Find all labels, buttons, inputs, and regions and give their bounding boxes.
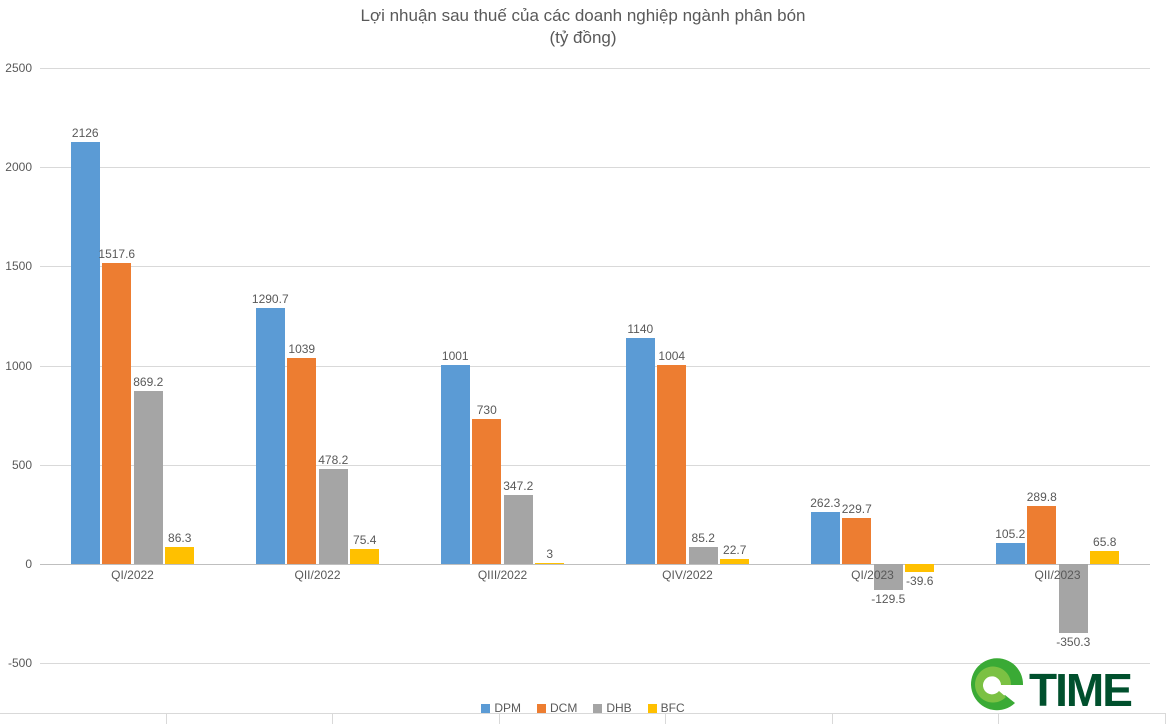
data-label: 2126 xyxy=(72,126,99,140)
bar-DCM-QII/2022 xyxy=(287,358,316,564)
x-tick-label: QIII/2022 xyxy=(478,568,527,582)
plot-area: -5000500100015002000250021261517.6869.28… xyxy=(40,68,1150,663)
data-label: 229.7 xyxy=(842,502,872,516)
gridline xyxy=(40,366,1150,367)
y-tick-label: 2000 xyxy=(5,160,40,174)
chart-title: Lợi nhuận sau thuế của các doanh nghiệp … xyxy=(0,5,1166,49)
y-tick-label: 2500 xyxy=(5,61,40,75)
bar-DCM-QI/2023 xyxy=(842,518,871,564)
bar-DPM-QII/2022 xyxy=(256,308,285,564)
data-label: 347.2 xyxy=(503,479,533,493)
x-tick-label: QIV/2022 xyxy=(662,568,713,582)
x-tick-label: QII/2023 xyxy=(1034,568,1080,582)
data-label: 85.2 xyxy=(692,531,715,545)
bar-DHB-QIV/2022 xyxy=(689,547,718,564)
data-label: 289.8 xyxy=(1027,490,1057,504)
data-label: 1001 xyxy=(442,349,469,363)
bar-BFC-QIII/2022 xyxy=(535,563,564,564)
bar-BFC-QI/2023 xyxy=(905,564,934,572)
data-label: 262.3 xyxy=(810,496,840,510)
data-label: 730 xyxy=(477,403,497,417)
logo-text: TIME xyxy=(1029,664,1131,716)
gridline xyxy=(40,266,1150,267)
x-tick-label: QII/2022 xyxy=(294,568,340,582)
bar-DCM-QII/2023 xyxy=(1027,506,1056,563)
data-label: 1517.6 xyxy=(98,247,135,261)
bar-DHB-QIII/2022 xyxy=(504,495,533,564)
bar-DPM-QI/2022 xyxy=(71,142,100,564)
data-label: 1140 xyxy=(627,322,653,336)
chart-title-line-1: Lợi nhuận sau thuế của các doanh nghiệp … xyxy=(0,5,1166,27)
data-label: 3 xyxy=(546,547,553,561)
legend-swatch xyxy=(648,704,657,713)
data-label: -129.5 xyxy=(871,592,905,606)
bar-BFC-QII/2023 xyxy=(1090,551,1119,564)
bar-DPM-QII/2023 xyxy=(996,543,1025,564)
bar-DPM-QIV/2022 xyxy=(626,338,655,564)
chart-container: Lợi nhuận sau thuế của các doanh nghiệp … xyxy=(0,0,1166,725)
bar-BFC-QI/2022 xyxy=(165,547,194,564)
legend-swatch xyxy=(593,704,602,713)
legend-swatch xyxy=(481,704,490,713)
data-label: 86.3 xyxy=(168,531,191,545)
bar-DPM-QIII/2022 xyxy=(441,365,470,564)
bar-BFC-QII/2022 xyxy=(350,549,379,564)
data-label: 75.4 xyxy=(353,533,376,547)
bar-DHB-QI/2022 xyxy=(134,391,163,563)
gridline xyxy=(40,68,1150,69)
bar-DCM-QI/2022 xyxy=(102,263,131,564)
chart-title-line-2: (tỷ đồng) xyxy=(0,27,1166,49)
y-tick-label: 1000 xyxy=(5,359,40,373)
bar-DPM-QI/2023 xyxy=(811,512,840,564)
y-tick-label: 1500 xyxy=(5,259,40,273)
bar-DCM-QIII/2022 xyxy=(472,419,501,564)
data-label: 1290.7 xyxy=(252,292,289,306)
bar-DHB-QII/2022 xyxy=(319,469,348,564)
y-tick-label: 0 xyxy=(25,557,40,571)
x-tick-label: QI/2023 xyxy=(851,568,894,582)
x-axis-line xyxy=(40,564,1150,565)
data-label: -350.3 xyxy=(1056,635,1090,649)
data-label: 65.8 xyxy=(1093,535,1116,549)
data-label: 105.2 xyxy=(995,527,1025,541)
bar-BFC-QIV/2022 xyxy=(720,559,749,564)
legend-swatch xyxy=(537,704,546,713)
data-label: -39.6 xyxy=(906,574,933,588)
data-label: 22.7 xyxy=(723,543,746,557)
gridline xyxy=(40,167,1150,168)
data-label: 1039 xyxy=(288,342,315,356)
data-label: 478.2 xyxy=(318,453,348,467)
y-tick-label: 500 xyxy=(12,458,40,472)
y-tick-label: -500 xyxy=(8,656,40,670)
bottom-table-rule xyxy=(0,713,1166,723)
data-label: 1004 xyxy=(658,349,685,363)
data-label: 869.2 xyxy=(133,375,163,389)
bar-DCM-QIV/2022 xyxy=(657,365,686,564)
x-tick-label: QI/2022 xyxy=(111,568,154,582)
gridline xyxy=(40,465,1150,466)
